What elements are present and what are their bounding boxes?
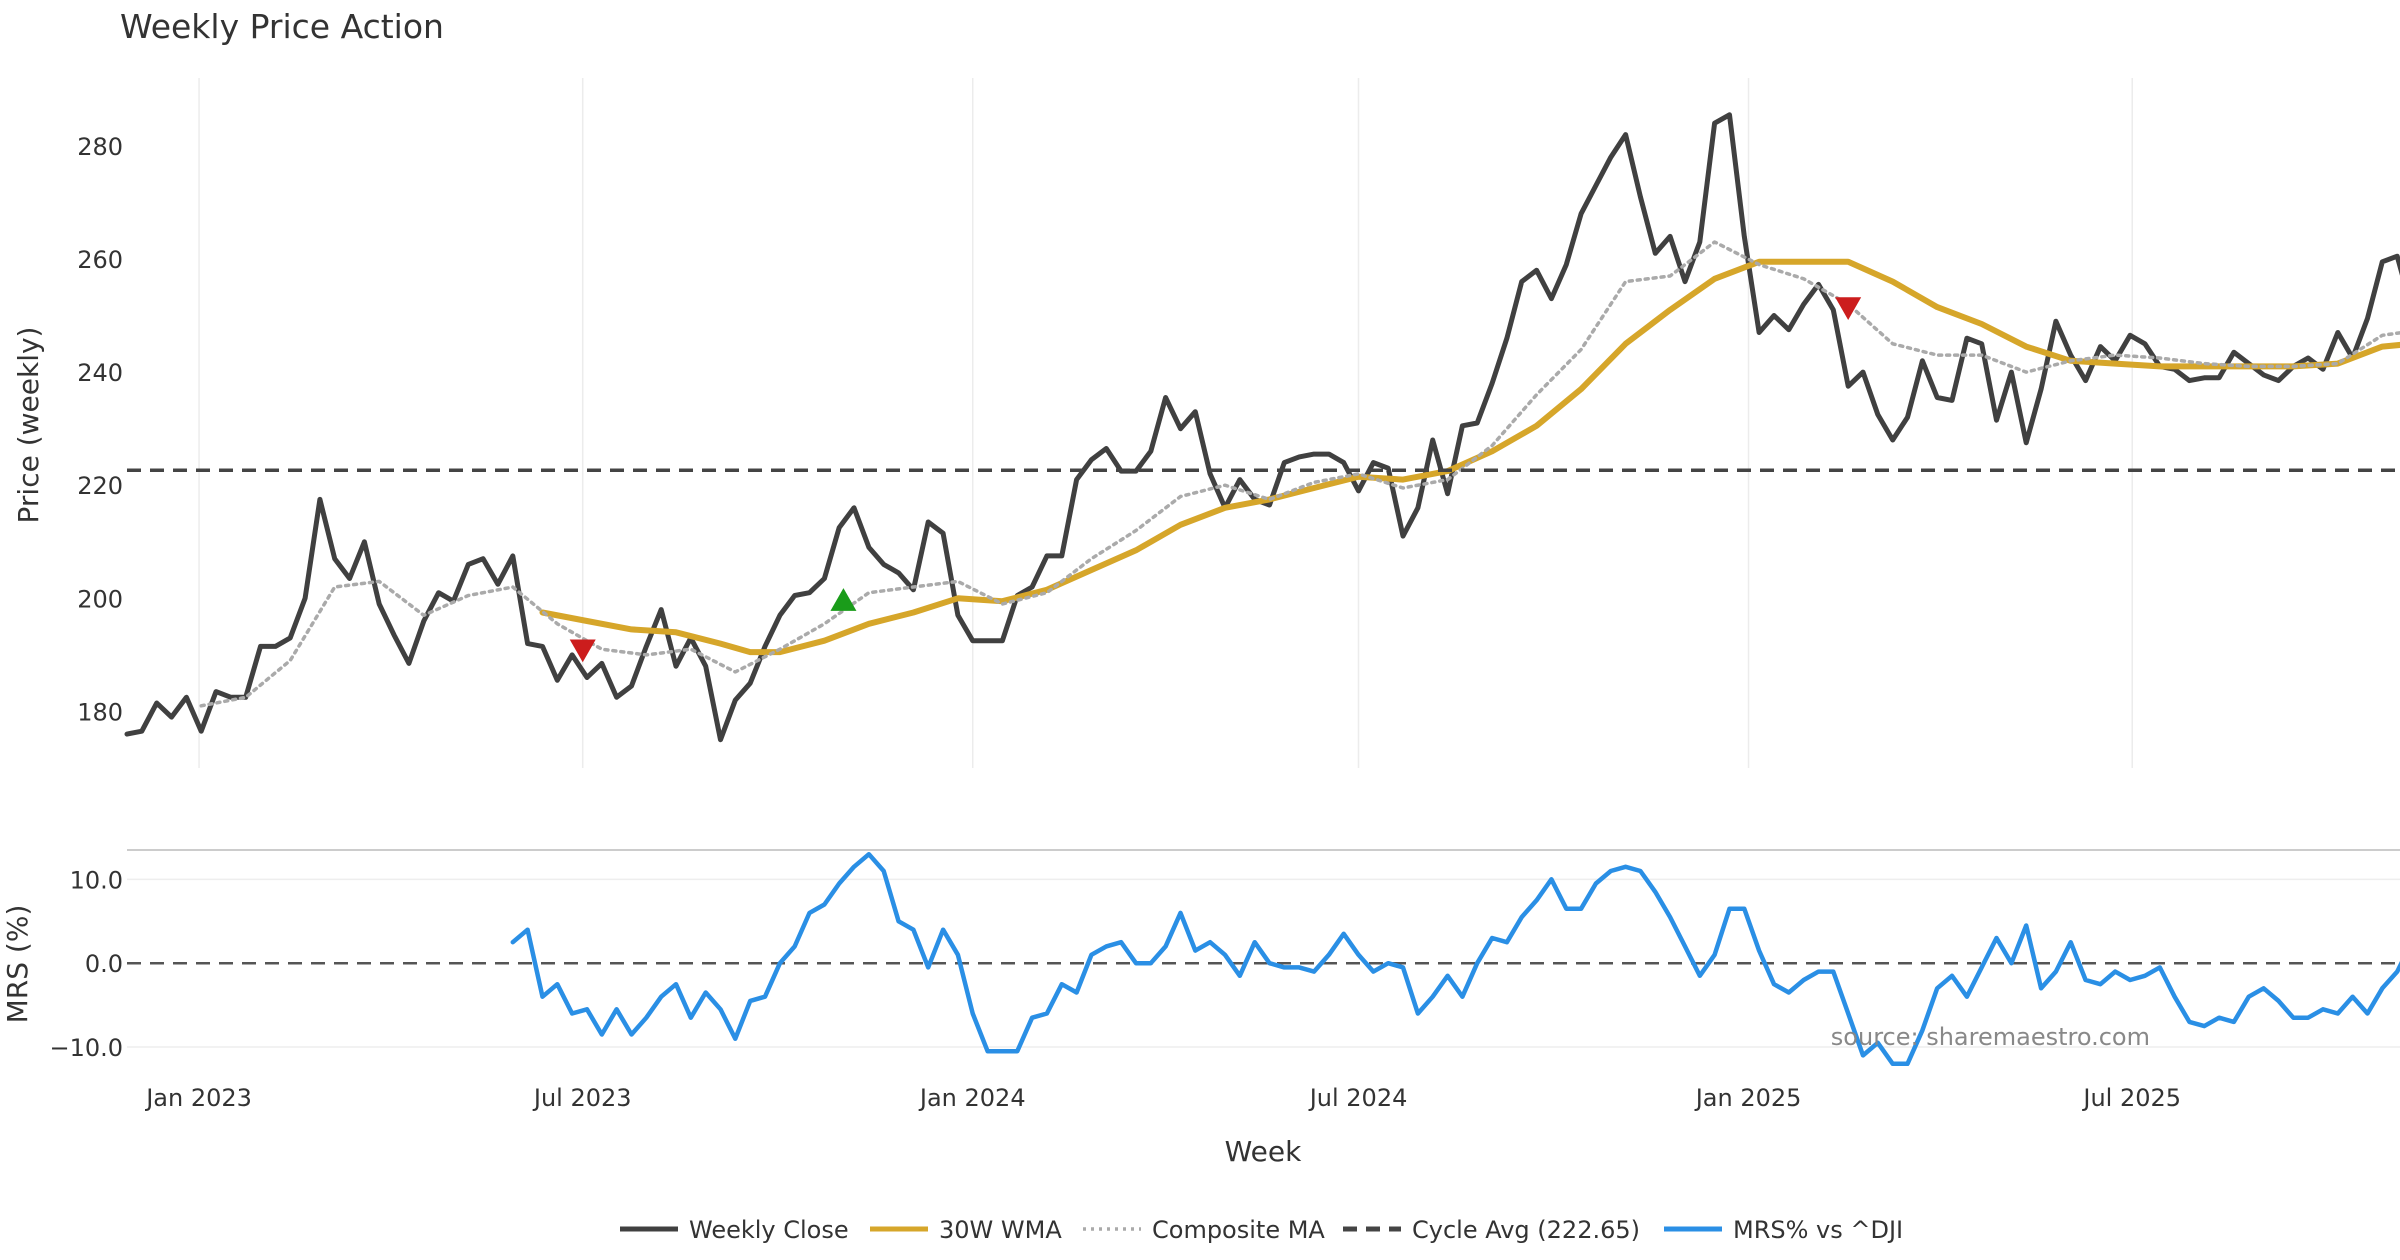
price-y-tick-label: 260 xyxy=(77,246,123,274)
buy-signal-marker xyxy=(830,588,857,611)
mrs-y-tick-label: 0.0 xyxy=(85,950,123,978)
mrs-line xyxy=(510,851,2400,1067)
mrs-panel: 10.0 0.0 −10.0 xyxy=(49,849,2400,1067)
price-y-tick-label: 220 xyxy=(77,472,123,500)
price-y-tick-label: 180 xyxy=(77,698,123,726)
mrs-y-axis-label: MRS (%) xyxy=(1,905,34,1024)
source-note: source: sharemaestro.com xyxy=(1831,1023,2150,1051)
x-tick-label: Jan 2024 xyxy=(918,1084,1026,1112)
legend-label: 30W WMA xyxy=(939,1216,1062,1244)
x-axis: Jan 2023 Jul 2023 Jan 2024 Jul 2024 Jan 2025… xyxy=(144,1084,2181,1112)
30w-wma-line xyxy=(539,258,2400,656)
legend-label: Composite MA xyxy=(1152,1216,1325,1244)
x-axis-label: Week xyxy=(1225,1135,1302,1168)
price-panel: 180 200 220 240 260 280 xyxy=(77,78,2400,768)
legend-label: Cycle Avg (222.65) xyxy=(1412,1216,1640,1244)
price-y-axis-label: Price (weekly) xyxy=(12,327,45,524)
price-y-tick-label: 280 xyxy=(77,133,123,161)
x-tick-label: Jul 2023 xyxy=(532,1084,632,1112)
legend: Weekly Close 30W WMA Composite MA Cycle Avg… xyxy=(620,1216,1903,1244)
x-tick-label: Jan 2025 xyxy=(1694,1084,1802,1112)
sell-signal-marker xyxy=(1835,297,1862,321)
composite-ma-line xyxy=(199,240,2400,708)
chart-title: Weekly Price Action xyxy=(120,7,444,46)
x-tick-label: Jul 2024 xyxy=(1308,1084,1408,1112)
legend-label: MRS% vs ^DJI xyxy=(1733,1216,1903,1244)
x-tick-label: Jan 2023 xyxy=(144,1084,252,1112)
mrs-y-tick-label: 10.0 xyxy=(70,866,123,894)
x-tick-label: Jul 2025 xyxy=(2081,1084,2181,1112)
sell-signal-marker xyxy=(569,639,596,663)
price-y-tick-label: 200 xyxy=(77,585,123,613)
mrs-y-tick-label: −10.0 xyxy=(49,1034,123,1062)
legend-label: Weekly Close xyxy=(689,1216,849,1244)
weekly-close-line xyxy=(124,112,2400,743)
price-y-tick-label: 240 xyxy=(77,359,123,387)
